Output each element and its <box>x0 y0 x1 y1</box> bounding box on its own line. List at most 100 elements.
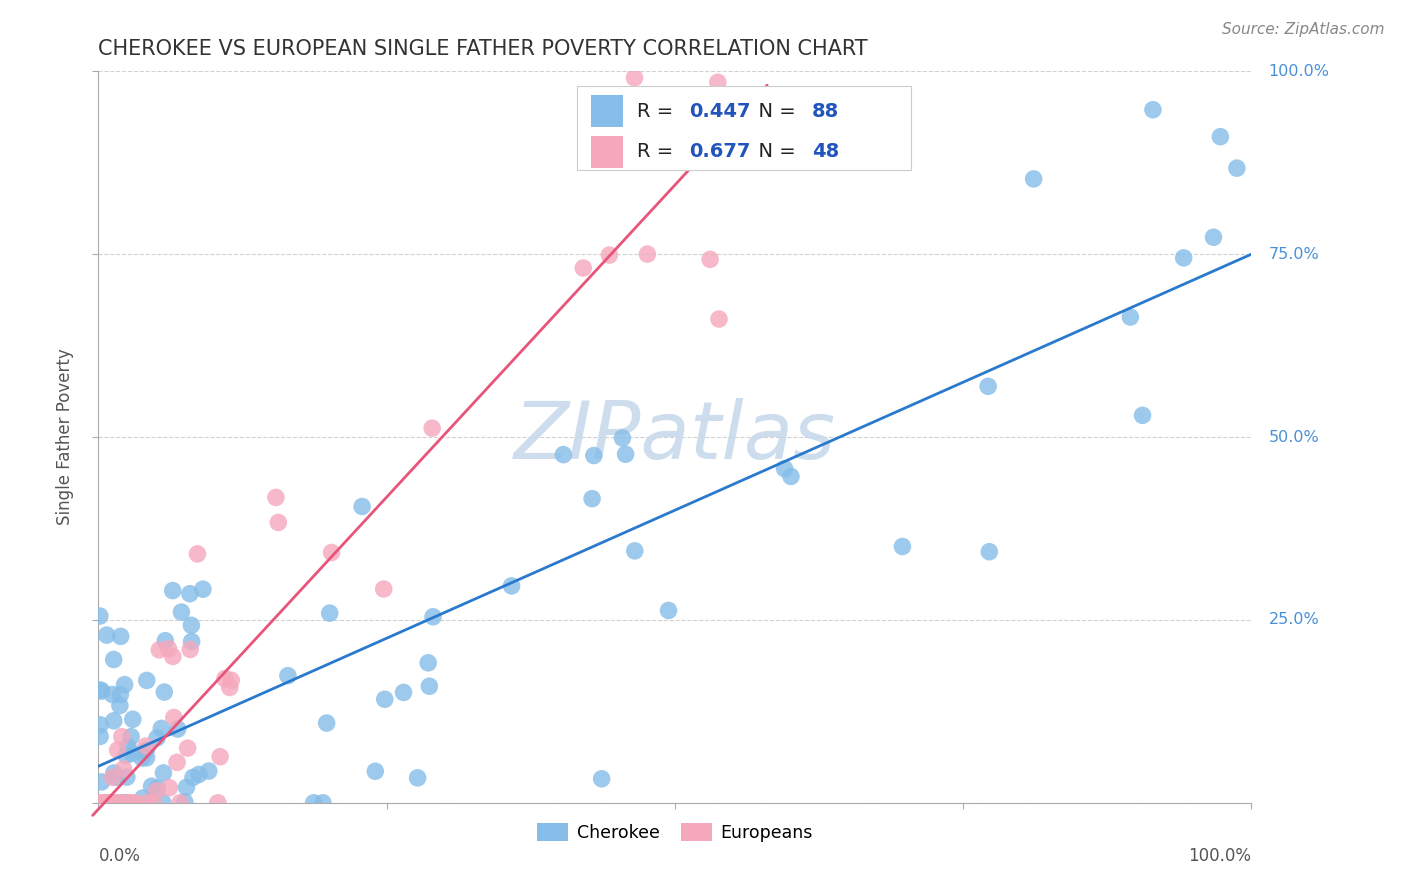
Point <box>1202 230 1225 244</box>
Point <box>612 431 634 445</box>
Point <box>107 743 129 757</box>
Point <box>173 795 195 809</box>
Point <box>89 730 111 744</box>
Point <box>176 741 198 756</box>
Point <box>121 712 143 726</box>
Point <box>89 683 111 698</box>
Point <box>181 771 204 785</box>
Point <box>1142 103 1164 117</box>
Point <box>152 796 174 810</box>
Point <box>145 784 167 798</box>
Y-axis label: Single Father Poverty: Single Father Poverty <box>56 349 75 525</box>
Point <box>153 685 176 699</box>
Point <box>103 652 125 666</box>
Point <box>773 461 796 475</box>
Point <box>636 247 658 261</box>
Text: 100.0%: 100.0% <box>1268 64 1330 78</box>
Point <box>108 796 131 810</box>
Point <box>105 796 128 810</box>
Point <box>170 605 193 619</box>
Point <box>112 762 135 776</box>
Point <box>180 634 202 648</box>
Point <box>98 796 121 810</box>
Point <box>186 547 208 561</box>
Text: N =: N = <box>747 142 803 161</box>
Point <box>163 710 186 724</box>
Point <box>110 629 132 643</box>
Point <box>110 688 132 702</box>
Point <box>132 791 155 805</box>
Point <box>135 796 157 810</box>
Point <box>96 796 118 810</box>
Point <box>117 739 139 754</box>
Point <box>121 796 143 810</box>
Point <box>180 618 202 632</box>
Point <box>103 766 125 780</box>
Point <box>214 672 236 686</box>
Point <box>1173 251 1195 265</box>
Text: CHEROKEE VS EUROPEAN SINGLE FATHER POVERTY CORRELATION CHART: CHEROKEE VS EUROPEAN SINGLE FATHER POVER… <box>98 38 868 59</box>
Point <box>112 796 135 810</box>
Point <box>120 730 142 744</box>
Point <box>96 796 118 810</box>
Point <box>352 500 374 514</box>
Point <box>152 765 174 780</box>
Point <box>90 684 112 698</box>
Point <box>135 743 157 757</box>
Point <box>96 796 118 810</box>
Point <box>1132 409 1154 423</box>
Point <box>364 764 387 779</box>
Point <box>598 248 620 262</box>
Point <box>166 756 188 770</box>
Bar <box>591 95 623 128</box>
Point <box>683 28 706 42</box>
Point <box>90 796 112 810</box>
Point <box>101 771 124 785</box>
Point <box>207 796 229 810</box>
Point <box>115 796 138 810</box>
Point <box>162 583 184 598</box>
Point <box>89 796 111 810</box>
Point <box>591 772 613 786</box>
Point <box>707 312 730 326</box>
Point <box>108 796 131 810</box>
Point <box>89 718 111 732</box>
Point <box>191 582 214 597</box>
Text: N =: N = <box>747 102 803 120</box>
Point <box>406 771 429 785</box>
Point <box>157 780 180 795</box>
Point <box>117 796 139 810</box>
Point <box>422 609 444 624</box>
Point <box>188 767 211 781</box>
Point <box>115 748 138 763</box>
Point <box>581 491 603 506</box>
Point <box>108 796 131 810</box>
Point <box>157 641 180 656</box>
Point <box>219 673 242 688</box>
Point <box>780 469 803 483</box>
Point <box>1209 129 1232 144</box>
Text: R =: R = <box>637 102 679 120</box>
Text: R =: R = <box>637 142 679 161</box>
Point <box>179 587 201 601</box>
Point <box>707 75 730 89</box>
Point <box>111 730 134 744</box>
Text: 25.0%: 25.0% <box>1268 613 1319 627</box>
Point <box>302 796 325 810</box>
Point <box>1119 310 1142 324</box>
Point <box>179 642 201 657</box>
Point <box>115 770 138 784</box>
Point <box>90 775 112 789</box>
Point <box>277 668 299 682</box>
Text: 100.0%: 100.0% <box>1188 847 1251 864</box>
Point <box>115 796 138 810</box>
Point <box>374 692 396 706</box>
Point <box>392 685 415 699</box>
Point <box>176 780 198 795</box>
Point <box>623 70 645 85</box>
Point <box>135 673 157 688</box>
Point <box>373 582 395 596</box>
Point <box>979 545 1001 559</box>
Point <box>321 545 343 559</box>
Point <box>141 779 163 793</box>
